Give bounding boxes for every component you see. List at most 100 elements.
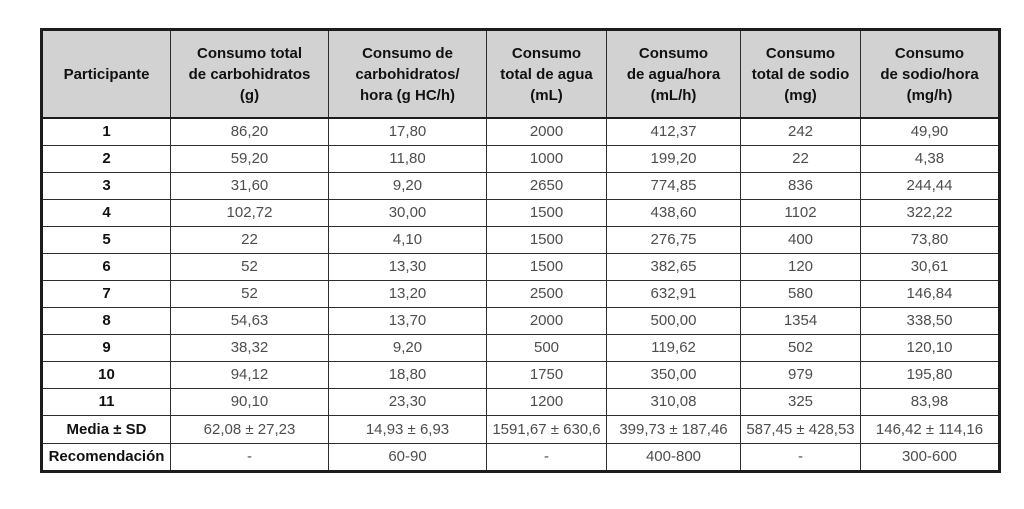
cell: 1500: [486, 252, 607, 281]
row-label: 7: [41, 279, 171, 308]
cell: 1102: [740, 198, 861, 227]
cell: 83,98: [860, 387, 1000, 416]
cell: 52: [170, 279, 329, 308]
cell: 276,75: [606, 225, 741, 254]
column-header-5: Consumo total de sodio (mg): [740, 29, 861, 119]
column-header-2: Consumo de carbohidratos/ hora (g HC/h): [328, 29, 487, 119]
table-container: Participante Consumo total de carbohidrat…: [40, 28, 1001, 473]
cell: 242: [740, 117, 861, 146]
row-label: 4: [41, 198, 171, 227]
cell: 4,38: [860, 144, 1000, 173]
cell: 23,30: [328, 387, 487, 416]
cell: 322,22: [860, 198, 1000, 227]
cell: 2500: [486, 279, 607, 308]
row-label: 10: [41, 360, 171, 389]
cell: -: [486, 442, 607, 472]
row-label: 8: [41, 306, 171, 335]
cell: 2650: [486, 171, 607, 200]
cell: 120,10: [860, 333, 1000, 362]
row-label: Media ± SD: [41, 414, 171, 444]
column-header-0: Participante: [41, 29, 171, 119]
table-row: 2 59,20 11,80 1000 199,20 22 4,38: [41, 144, 1000, 173]
column-header-6: Consumo de sodio/hora (mg/h): [860, 29, 1000, 119]
table-row: Media ± SD 62,08 ± 27,23 14,93 ± 6,93 1591,…: [41, 414, 1000, 444]
cell: 338,50: [860, 306, 1000, 335]
cell: 412,37: [606, 117, 741, 146]
cell: 587,45 ± 428,53: [740, 414, 861, 444]
cell: 580: [740, 279, 861, 308]
cell: 60-90: [328, 442, 487, 472]
table-row: 8 54,63 13,70 2000 500,00 1354 338,50: [41, 306, 1000, 335]
cell: 54,63: [170, 306, 329, 335]
cell: 4,10: [328, 225, 487, 254]
column-header-3: Consumo total de agua (mL): [486, 29, 607, 119]
cell: 195,80: [860, 360, 1000, 389]
cell: 38,32: [170, 333, 329, 362]
cell: 1591,67 ± 630,6: [486, 414, 607, 444]
row-label: 1: [41, 117, 171, 146]
table-row: 1 86,20 17,80 2000 412,37 242 49,90: [41, 117, 1000, 146]
cell: 22: [170, 225, 329, 254]
cell: 400: [740, 225, 861, 254]
cell: 102,72: [170, 198, 329, 227]
cell: 325: [740, 387, 861, 416]
cell: 30,61: [860, 252, 1000, 281]
cell: 13,20: [328, 279, 487, 308]
table-row: 3 31,60 9,20 2650 774,85 836 244,44: [41, 171, 1000, 200]
row-label: 5: [41, 225, 171, 254]
cell: 90,10: [170, 387, 329, 416]
cell: 1000: [486, 144, 607, 173]
cell: 1200: [486, 387, 607, 416]
cell: 94,12: [170, 360, 329, 389]
cell: 979: [740, 360, 861, 389]
cell: 30,00: [328, 198, 487, 227]
consumption-table: Participante Consumo total de carbohidrat…: [40, 28, 1001, 473]
cell: 62,08 ± 27,23: [170, 414, 329, 444]
cell: 146,42 ± 114,16: [860, 414, 1000, 444]
cell: 52: [170, 252, 329, 281]
cell: 86,20: [170, 117, 329, 146]
row-label: 6: [41, 252, 171, 281]
cell: 9,20: [328, 333, 487, 362]
cell: 350,00: [606, 360, 741, 389]
row-label: 11: [41, 387, 171, 416]
cell: 49,90: [860, 117, 1000, 146]
cell: 399,73 ± 187,46: [606, 414, 741, 444]
cell: 836: [740, 171, 861, 200]
cell: 14,93 ± 6,93: [328, 414, 487, 444]
row-label: 3: [41, 171, 171, 200]
cell: -: [740, 442, 861, 472]
cell: 2000: [486, 117, 607, 146]
cell: 31,60: [170, 171, 329, 200]
cell: 382,65: [606, 252, 741, 281]
table-row: 9 38,32 9,20 500 119,62 502 120,10: [41, 333, 1000, 362]
cell: 17,80: [328, 117, 487, 146]
cell: 73,80: [860, 225, 1000, 254]
cell: 119,62: [606, 333, 741, 362]
table-row: Recomendación -60-90-400-800-300-600: [41, 442, 1000, 472]
column-header-4: Consumo de agua/hora (mL/h): [606, 29, 741, 119]
cell: 632,91: [606, 279, 741, 308]
cell: 300-600: [860, 442, 1000, 472]
header-row: Participante Consumo total de carbohidrat…: [41, 29, 1000, 119]
cell: 438,60: [606, 198, 741, 227]
cell: 146,84: [860, 279, 1000, 308]
cell: 2000: [486, 306, 607, 335]
cell: 59,20: [170, 144, 329, 173]
cell: 1354: [740, 306, 861, 335]
cell: 18,80: [328, 360, 487, 389]
table-row: 7 52 13,20 2500 632,91 580 146,84: [41, 279, 1000, 308]
cell: 310,08: [606, 387, 741, 416]
table-row: 5 22 4,10 1500 276,75 400 73,80: [41, 225, 1000, 254]
row-label: 9: [41, 333, 171, 362]
cell: 11,80: [328, 144, 487, 173]
cell: 502: [740, 333, 861, 362]
cell: 199,20: [606, 144, 741, 173]
cell: 774,85: [606, 171, 741, 200]
cell: -: [170, 442, 329, 472]
table-row: 6 52 13,30 1500 382,65 120 30,61: [41, 252, 1000, 281]
cell: 13,70: [328, 306, 487, 335]
table-row: 10 94,12 18,80 1750 350,00 979 195,80: [41, 360, 1000, 389]
table-body: 1 86,20 17,80 2000 412,37 242 49,90 2 59,20 11,80…: [41, 117, 1000, 472]
